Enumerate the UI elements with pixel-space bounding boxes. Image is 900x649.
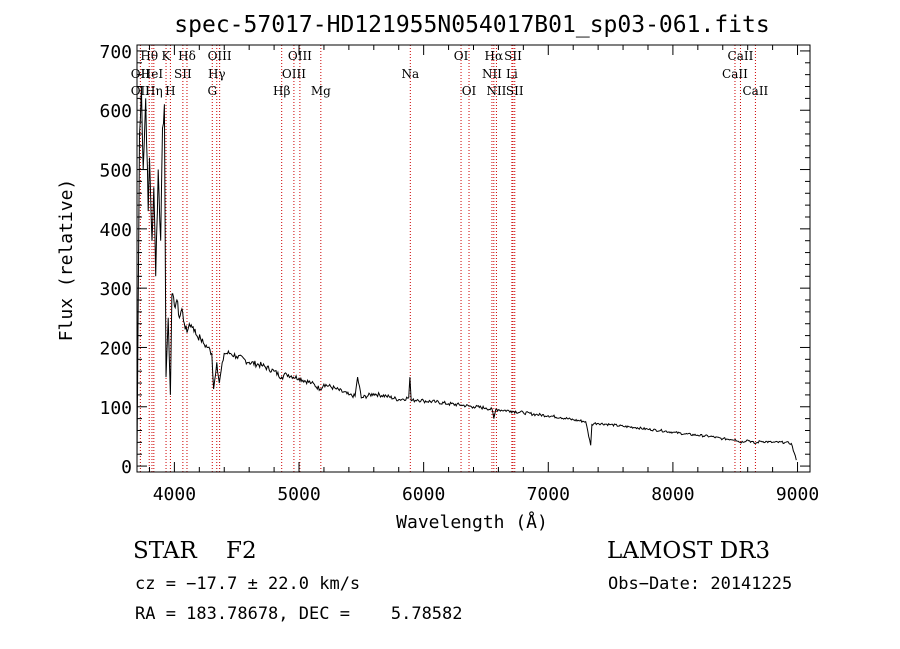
spectral-line-label: SII bbox=[504, 49, 522, 63]
y-tick-label: 0 bbox=[121, 457, 132, 478]
spectral-line-label: CaII bbox=[728, 49, 754, 63]
spectral-line-label: Hδ bbox=[178, 49, 196, 63]
spectral-line-label: Hγ bbox=[208, 67, 226, 81]
spectrum-series-line bbox=[136, 86, 797, 461]
redshift-velocity: cz = −17.7 ± 22.0 km/s bbox=[135, 574, 361, 594]
spectral-line-label: Li bbox=[506, 67, 518, 81]
chart-title: spec-57017-HD121955N054017B01_sp03-061.f… bbox=[174, 12, 769, 38]
spectral-line-label: SII bbox=[174, 67, 192, 81]
spectral-line-label: HeI bbox=[141, 67, 164, 81]
spectral-line-label: K bbox=[162, 49, 172, 63]
y-axis-label: Flux (relative) bbox=[56, 179, 77, 342]
x-tick-label: 9000 bbox=[776, 484, 819, 505]
spectral-line-label: OI bbox=[462, 84, 477, 98]
spectral-line-label: Na bbox=[401, 67, 419, 81]
spectral-line-label: Hα bbox=[485, 49, 504, 63]
object-class: STAR F2 bbox=[133, 538, 257, 564]
spectral-line-label: CaII bbox=[722, 67, 748, 81]
spectral-line-label: OIII bbox=[282, 67, 306, 81]
y-tick-label: 600 bbox=[99, 101, 132, 122]
spectral-line-label: Hθ bbox=[140, 49, 158, 63]
axis-ticks: 4000 5000 6000 7000 8000 9000 0 100 200 300 400 500… bbox=[99, 42, 819, 505]
y-tick-label: 500 bbox=[99, 161, 132, 182]
spectral-line-label: OII bbox=[131, 84, 151, 98]
x-tick-label: 4000 bbox=[153, 484, 196, 505]
x-tick-label: 7000 bbox=[527, 484, 570, 505]
plot-frame bbox=[136, 44, 811, 473]
y-tick-label: 700 bbox=[99, 42, 132, 63]
spectral-line-label: SII bbox=[506, 84, 524, 98]
spectral-line-label: Hη bbox=[145, 84, 163, 98]
spectral-line-label: G bbox=[207, 84, 217, 98]
spectral-line-label: OIII bbox=[288, 49, 312, 63]
spectral-line-label: OIII bbox=[208, 49, 232, 63]
y-tick-label: 300 bbox=[99, 279, 132, 300]
y-tick-label: 200 bbox=[99, 338, 132, 359]
spectral-line-label: CaII bbox=[742, 84, 768, 98]
spectral-line-label: H bbox=[165, 84, 175, 98]
spectral-line-label: NII bbox=[486, 84, 506, 98]
observation-date: Obs−Date: 20141225 bbox=[608, 574, 793, 594]
spectral-line-label: Mg bbox=[311, 84, 331, 98]
survey-name: LAMOST DR3 bbox=[607, 538, 771, 564]
y-tick-label: 400 bbox=[99, 220, 132, 241]
ra-dec-coordinates: RA = 183.78678, DEC = 5.78582 bbox=[135, 604, 463, 624]
spectral-line-markers bbox=[139, 45, 756, 472]
spectral-line-label: OI bbox=[454, 49, 469, 63]
spectral-line-label: NII bbox=[482, 67, 502, 81]
x-tick-label: 5000 bbox=[277, 484, 320, 505]
spectral-line-label: Hβ bbox=[273, 84, 290, 98]
y-tick-label: 100 bbox=[99, 398, 132, 419]
x-axis-label: Wavelength (Å) bbox=[396, 511, 548, 533]
x-tick-label: 6000 bbox=[402, 484, 445, 505]
spectral-line-label: OII bbox=[131, 67, 151, 81]
x-tick-label: 8000 bbox=[651, 484, 694, 505]
